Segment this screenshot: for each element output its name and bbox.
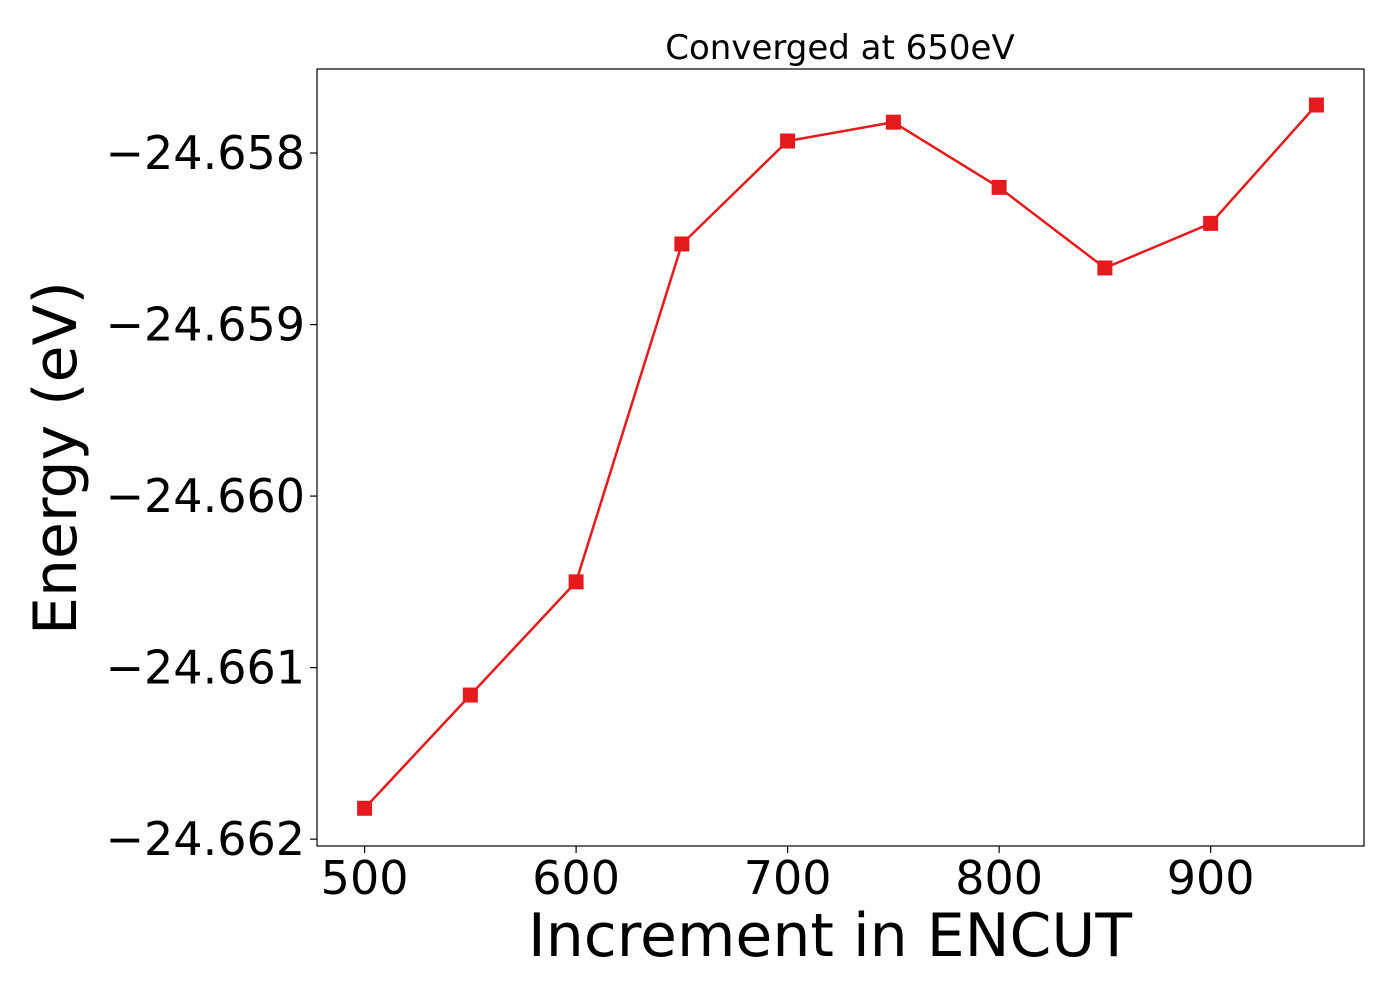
data-point	[991, 179, 1007, 195]
x-tick-label: 900	[1167, 851, 1255, 905]
data-point	[357, 800, 373, 816]
chart-title: Converged at 650eV	[665, 28, 1014, 68]
series-line	[363, 104, 1318, 810]
series-layer	[357, 97, 1324, 816]
data-point	[885, 114, 901, 130]
y-tick-label: −24.661	[106, 641, 306, 695]
x-tick-label: 600	[532, 851, 620, 905]
plot-frame	[316, 68, 1365, 847]
y-tick-label: −24.662	[106, 812, 306, 866]
x-tick-label: 500	[321, 851, 409, 905]
data-point	[780, 133, 796, 149]
y-tick-label: −24.659	[106, 298, 306, 352]
data-point	[1097, 260, 1113, 276]
data-point	[674, 236, 690, 252]
y-tick-label: −24.658	[106, 126, 306, 180]
x-axis: 500 600 700 800 900	[321, 846, 1255, 905]
x-tick-label: 700	[744, 851, 832, 905]
x-axis-label: Increment in ENCUT	[528, 901, 1132, 971]
plot-area	[316, 68, 1365, 847]
y-axis-label: Energy (eV)	[21, 281, 91, 635]
data-point	[1308, 97, 1324, 113]
data-point	[1203, 215, 1219, 231]
x-tick-label: 800	[955, 851, 1043, 905]
y-tick-label: −24.660	[106, 469, 306, 523]
data-point	[568, 574, 584, 590]
y-axis: −24.662 −24.661 −24.660 −24.659 −24.658	[106, 126, 317, 866]
data-point	[462, 687, 478, 703]
